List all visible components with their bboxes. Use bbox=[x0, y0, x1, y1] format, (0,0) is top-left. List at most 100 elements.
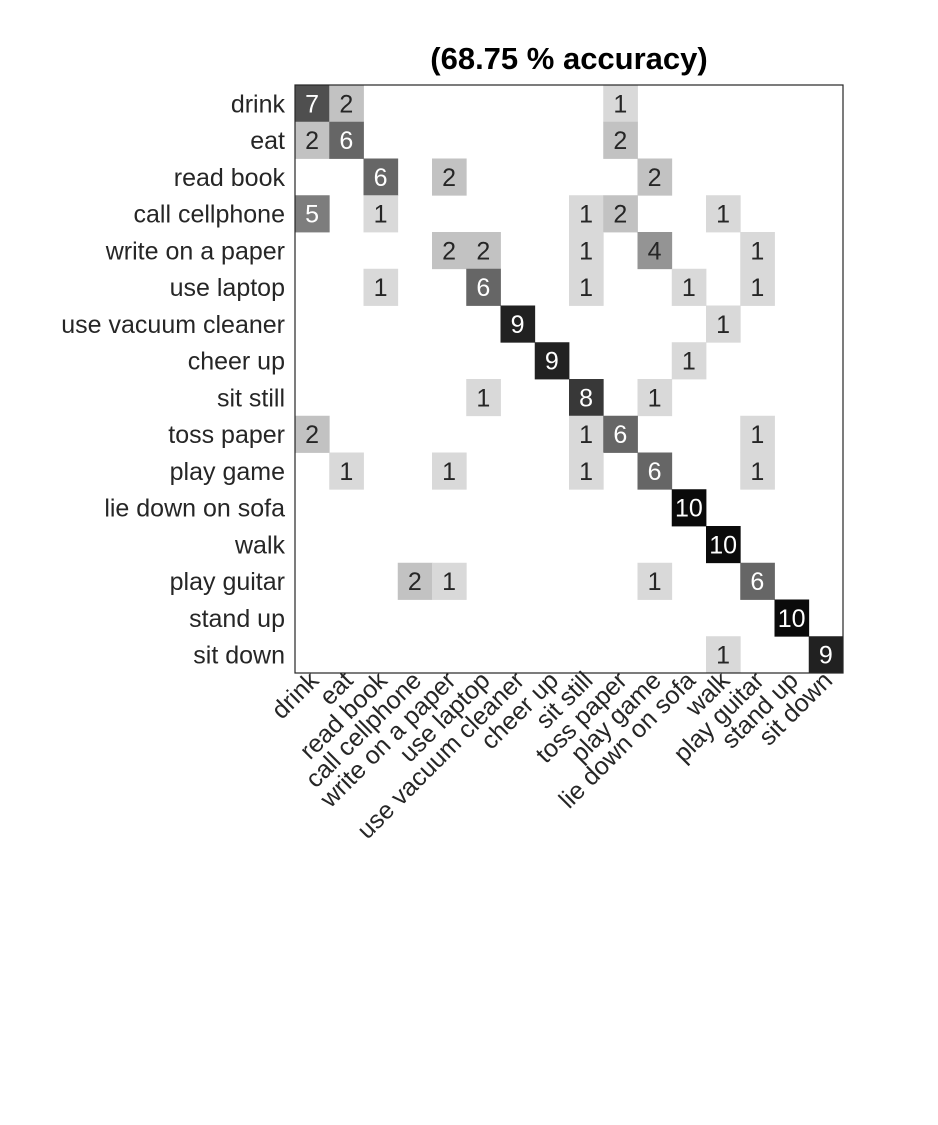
heatmap-cell bbox=[740, 232, 775, 270]
heatmap-cell-label: 1 bbox=[716, 311, 730, 339]
heatmap-cell bbox=[569, 195, 604, 233]
heatmap-cell-label: 2 bbox=[613, 127, 627, 155]
y-tick-label: cheer up bbox=[188, 348, 285, 376]
heatmap-cell-label: 2 bbox=[408, 568, 422, 596]
heatmap-cell bbox=[466, 379, 501, 417]
heatmap-cell-label: 1 bbox=[442, 458, 456, 486]
heatmap-cell bbox=[569, 232, 604, 270]
heatmap-cell-label: 1 bbox=[648, 568, 662, 596]
heatmap-cell-label: 1 bbox=[579, 201, 593, 229]
plot-area-border bbox=[294, 84, 844, 674]
heatmap-cell bbox=[740, 452, 775, 490]
heatmap-cell bbox=[569, 415, 604, 453]
heatmap-cell bbox=[706, 526, 741, 564]
heatmap-cells bbox=[295, 85, 844, 674]
heatmap-cell-label: 2 bbox=[305, 421, 319, 449]
heatmap-cell bbox=[329, 85, 364, 123]
heatmap-cell-label: 5 bbox=[305, 201, 319, 229]
heatmap-cell-label: 6 bbox=[613, 421, 627, 449]
heatmap-cell bbox=[432, 158, 467, 196]
heatmap-cell-label: 10 bbox=[778, 605, 806, 633]
heatmap-cell-label: 1 bbox=[442, 568, 456, 596]
chart-title: (68.75 % accuracy) bbox=[430, 41, 707, 76]
heatmap-cell bbox=[603, 195, 638, 233]
heatmap-cell bbox=[432, 452, 467, 490]
heatmap-cell-label: 6 bbox=[476, 274, 490, 302]
y-tick-label: drink bbox=[231, 90, 286, 118]
heatmap-cell bbox=[295, 121, 330, 159]
heatmap-cell bbox=[740, 268, 775, 306]
heatmap-cell bbox=[637, 232, 673, 270]
heatmap-cell-label: 8 bbox=[579, 384, 593, 412]
heatmap-cell-labels: 7 2 12 6 26 2 25 1 1 2 12 2 1 4 11 6 1 1 19 19 11 8 12 1 6 11 1 1 6 1… bbox=[305, 90, 833, 669]
heatmap-cell-label: 1 bbox=[750, 274, 764, 302]
heatmap-cell-label: 6 bbox=[339, 127, 353, 155]
heatmap-cell bbox=[671, 342, 707, 380]
heatmap-cell bbox=[603, 121, 638, 159]
heatmap-cell bbox=[740, 562, 775, 600]
heatmap-cell bbox=[569, 268, 604, 306]
heatmap-cell bbox=[569, 379, 604, 417]
heatmap-cell-label: 1 bbox=[682, 348, 696, 376]
heatmap-cell bbox=[637, 452, 673, 490]
heatmap-cell bbox=[295, 415, 330, 453]
heatmap-cell-label: 1 bbox=[374, 274, 388, 302]
heatmap-cell bbox=[637, 562, 673, 600]
heatmap-cell-label: 10 bbox=[675, 495, 703, 523]
y-tick-label: eat bbox=[250, 127, 285, 155]
heatmap-cell bbox=[603, 415, 638, 453]
heatmap-cell-label: 2 bbox=[442, 164, 456, 192]
heatmap-cell bbox=[363, 268, 399, 306]
heatmap-cell-label: 1 bbox=[579, 458, 593, 486]
heatmap-cell bbox=[363, 195, 399, 233]
heatmap-cell-label: 1 bbox=[476, 384, 490, 412]
heatmap-cell-label: 9 bbox=[545, 348, 559, 376]
heatmap-cell bbox=[637, 379, 673, 417]
heatmap-cell bbox=[363, 158, 399, 196]
heatmap-cell-label: 1 bbox=[716, 642, 730, 670]
heatmap-cell-label: 1 bbox=[613, 90, 627, 118]
heatmap-cell-label: 2 bbox=[442, 237, 456, 265]
heatmap-cell bbox=[671, 268, 707, 306]
heatmap-cell bbox=[534, 342, 570, 380]
heatmap-cell bbox=[466, 268, 501, 306]
heatmap-cell-label: 1 bbox=[579, 274, 593, 302]
heatmap-cell-label: 1 bbox=[339, 458, 353, 486]
heatmap-cell bbox=[329, 121, 364, 159]
heatmap-cell-label: 1 bbox=[374, 201, 388, 229]
heatmap-cell-label: 9 bbox=[511, 311, 525, 339]
heatmap-cell bbox=[637, 158, 673, 196]
heatmap-cell bbox=[397, 562, 433, 600]
y-tick-label: call cellphone bbox=[134, 201, 286, 229]
y-tick-label: walk bbox=[234, 531, 286, 559]
y-tick-label: toss paper bbox=[168, 421, 285, 449]
heatmap-cell-label: 2 bbox=[339, 90, 353, 118]
heatmap-cell bbox=[808, 636, 844, 674]
heatmap-cell bbox=[466, 232, 501, 270]
heatmap-cell bbox=[329, 452, 364, 490]
heatmap-cell-label: 6 bbox=[750, 568, 764, 596]
heatmap-cell-label: 4 bbox=[648, 237, 662, 265]
heatmap-cell bbox=[603, 85, 638, 123]
y-tick-label: play game bbox=[170, 458, 285, 486]
heatmap-cell-label: 9 bbox=[819, 642, 833, 670]
heatmap-cell-label: 1 bbox=[716, 201, 730, 229]
heatmap-cell-label: 1 bbox=[750, 421, 764, 449]
heatmap-cell bbox=[295, 195, 330, 233]
y-tick-label: play guitar bbox=[170, 568, 285, 596]
heatmap-cell-label: 1 bbox=[750, 237, 764, 265]
heatmap-cell-label: 1 bbox=[648, 384, 662, 412]
y-tick-label: sit still bbox=[217, 384, 285, 412]
heatmap-cell bbox=[295, 85, 330, 123]
y-tick-label: use laptop bbox=[170, 274, 285, 302]
heatmap-cell bbox=[569, 452, 604, 490]
heatmap-cell bbox=[706, 636, 741, 674]
heatmap-cell bbox=[774, 599, 810, 637]
heatmap-cell-label: 7 bbox=[305, 90, 319, 118]
heatmap-cell-label: 1 bbox=[682, 274, 696, 302]
y-tick-label: read book bbox=[174, 164, 286, 192]
y-axis-tick-labels: drink eat read book call cellphone write on … bbox=[61, 90, 285, 669]
heatmap-cell bbox=[706, 305, 741, 343]
